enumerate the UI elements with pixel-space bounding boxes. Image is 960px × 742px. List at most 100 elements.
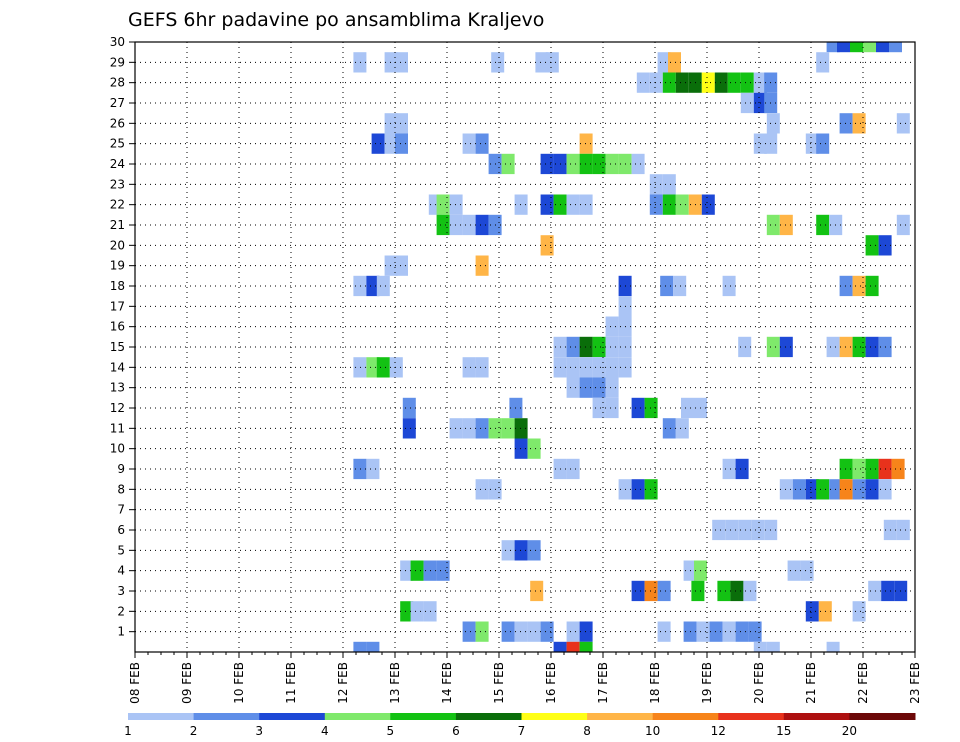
heatmap-cell	[865, 479, 879, 500]
x-tick-label: 22 FEB	[856, 662, 870, 704]
heatmap-cell	[792, 479, 806, 500]
heatmap-cell	[475, 357, 489, 378]
heatmap-cell	[681, 397, 694, 419]
heatmap-cell	[462, 418, 476, 439]
heatmap-cell	[384, 52, 398, 73]
heatmap-cell	[527, 621, 541, 642]
heatmap-cell	[530, 580, 544, 602]
heatmap-cell	[592, 357, 606, 378]
heatmap-cell	[384, 113, 398, 134]
heatmap-cell	[662, 72, 676, 93]
colorbar-swatch	[455, 713, 522, 720]
y-tick-label: 28	[110, 76, 125, 90]
heatmap-cell	[852, 601, 866, 622]
heatmap-cell	[395, 113, 408, 134]
heatmap-cell	[353, 458, 367, 480]
heatmap-cell	[605, 153, 619, 175]
heatmap-cell	[735, 458, 749, 480]
heatmap-cell	[839, 275, 853, 297]
heatmap-cell	[730, 580, 744, 602]
heatmap-cell	[865, 275, 879, 297]
heatmap-cell	[395, 133, 408, 154]
heatmap-cell	[366, 357, 380, 378]
colorbar-label: 5	[386, 724, 394, 738]
y-tick-label: 14	[110, 360, 125, 374]
y-tick-label: 29	[110, 55, 125, 69]
heatmap-cell	[436, 194, 450, 215]
heatmap-cell	[787, 560, 801, 581]
y-tick-label: 9	[117, 462, 125, 476]
heatmap-cell	[566, 357, 580, 378]
heatmap-cell	[566, 458, 580, 480]
heatmap-cell	[410, 601, 424, 622]
heatmap-cell	[740, 72, 754, 93]
heatmap-cell	[662, 174, 676, 195]
heatmap-cell	[868, 580, 882, 602]
y-tick-label: 5	[117, 543, 125, 557]
colorbar-swatch	[390, 713, 457, 720]
heatmap-cell	[766, 336, 780, 358]
heatmap-cell	[366, 641, 380, 652]
heatmap-cell	[657, 580, 671, 602]
heatmap-cell	[449, 214, 463, 236]
x-tick-label: 18 FEB	[648, 662, 662, 704]
heatmap-cell	[449, 194, 463, 215]
x-tick-label: 19 FEB	[700, 662, 714, 704]
heatmap-cell	[657, 621, 671, 642]
heatmap-cell	[353, 52, 367, 73]
heatmap-cell	[805, 133, 819, 154]
heatmap-cell	[727, 72, 741, 93]
heatmap-cell	[712, 519, 726, 541]
heatmap-cell	[839, 479, 853, 500]
heatmap-cell	[579, 133, 593, 154]
heatmap-cell	[779, 214, 793, 236]
x-tick-label: 10 FEB	[232, 662, 246, 704]
heatmap-cell	[649, 174, 663, 195]
heatmap-cell	[353, 641, 367, 652]
heatmap-cell	[566, 194, 580, 215]
y-tick-label: 6	[117, 523, 125, 537]
heatmap-cell	[384, 133, 398, 154]
axes	[129, 41, 916, 658]
y-tick-labels: 1234567891011121314151617181920212223242…	[110, 35, 125, 639]
heatmap-cell	[896, 113, 910, 134]
heatmap-cell	[800, 560, 814, 581]
heatmap-cell	[514, 194, 528, 215]
heatmap-cell	[501, 540, 515, 561]
x-tick-label: 23 FEB	[908, 662, 922, 704]
heatmap-cell	[766, 641, 780, 652]
colorbar-swatch	[718, 713, 785, 720]
heatmap-cell	[579, 621, 593, 642]
heatmap-cell	[462, 621, 476, 642]
heatmap-cell	[816, 52, 830, 73]
heatmap-cell	[751, 519, 765, 541]
heatmap-cell	[743, 580, 757, 602]
heatmap-cell	[766, 214, 780, 236]
heatmap-cell	[366, 275, 380, 297]
heatmap-cell	[865, 235, 879, 256]
heatmap-cell	[540, 621, 554, 642]
heatmap-cell	[436, 560, 450, 581]
colorbar-label: 8	[583, 724, 591, 738]
heatmap-cell	[605, 397, 619, 419]
heatmap-cell	[644, 479, 658, 500]
heatmap-cell	[566, 621, 580, 642]
y-tick-label: 10	[110, 442, 125, 456]
heatmap-cell	[876, 42, 889, 53]
heatmap-cell	[805, 479, 819, 500]
colorbar-swatch	[259, 713, 326, 720]
grid-lines	[135, 41, 915, 652]
heatmap-cell	[896, 214, 910, 236]
colorbar-swatch	[587, 713, 654, 720]
y-tick-label: 8	[117, 482, 125, 496]
heatmap-cell	[605, 357, 619, 378]
heatmap-cell	[566, 377, 580, 398]
x-tick-label: 14 FEB	[440, 662, 454, 704]
heatmap-cell	[839, 113, 853, 134]
y-tick-label: 22	[110, 198, 125, 212]
colorbar-swatch	[849, 713, 916, 720]
colorbar-swatch	[783, 713, 850, 720]
heatmap-cell	[592, 377, 606, 398]
heatmap-cell	[837, 42, 850, 53]
